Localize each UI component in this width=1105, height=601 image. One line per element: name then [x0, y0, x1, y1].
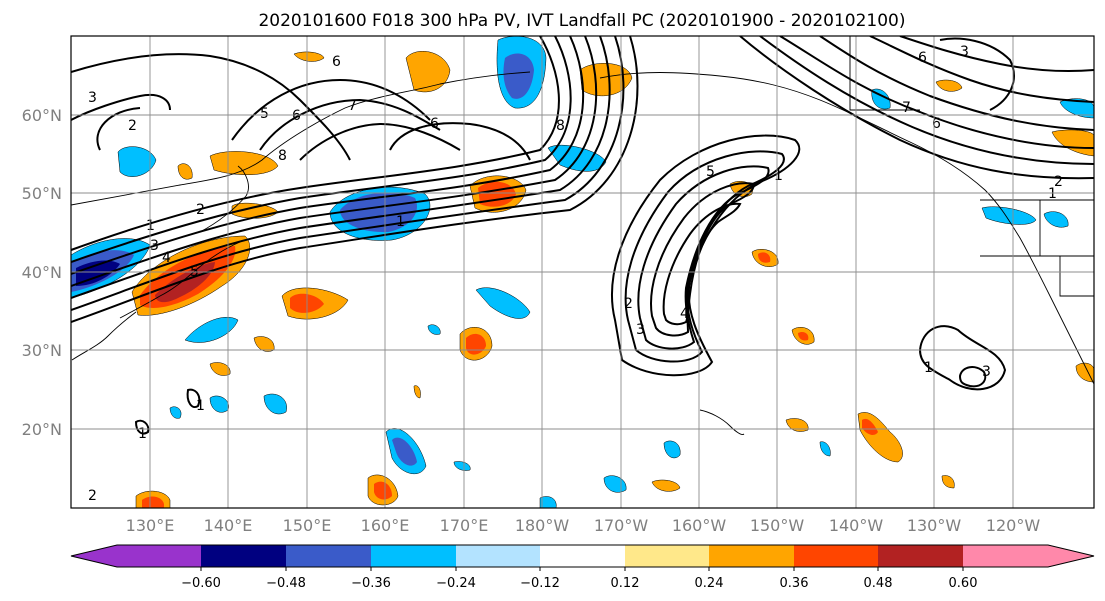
contour-label: 4 [162, 250, 171, 266]
colorbar-segment [709, 545, 794, 567]
contour-label: 2 [1054, 174, 1063, 190]
positive-anomaly-subtropics [135, 51, 1094, 508]
negative-anomaly-kamchatka [117, 146, 157, 177]
colorbar: −0.60 −0.48 −0.36 −0.24 −0.12 0.12 0.24 … [70, 544, 1095, 591]
contour-label: 7 [348, 98, 357, 114]
contour-label: 5 [260, 106, 269, 122]
colorbar-tick-label: 0.24 [695, 576, 724, 591]
contour-label: 3 [88, 90, 97, 106]
lon-label: 150°E [283, 516, 332, 535]
contour-label: 3 [636, 322, 645, 338]
positive-anomaly-alaska [579, 63, 633, 97]
colorbar-segment [625, 545, 709, 567]
lat-label: 60°N [22, 106, 62, 125]
colorbar-tick-label: −0.36 [351, 576, 391, 591]
contour-label: 1 [1048, 186, 1057, 202]
contour-label: 1 [196, 398, 205, 414]
contour-label: 2 [624, 296, 633, 312]
lat-label: 50°N [22, 184, 62, 203]
lat-label: 30°N [22, 341, 62, 360]
latitude-labels: 60°N 50°N 40°N 30°N 20°N [22, 106, 62, 439]
colorbar-tick-label: 0.60 [949, 576, 978, 591]
east-closed-contour [918, 325, 1007, 391]
contour-label: 3 [150, 238, 159, 254]
contour-label: 4 [680, 306, 689, 322]
northern-contours [71, 53, 531, 161]
colorbar-tick-label: −0.60 [181, 576, 221, 591]
contour-label: 6 [932, 116, 941, 132]
lon-label: 120°W [986, 516, 1041, 535]
colorbar-segment [201, 545, 286, 567]
colorbar-outline [70, 544, 1095, 568]
contour-label: 2 [128, 118, 137, 134]
colorbar-segment [540, 545, 625, 567]
contour-label: 6 [332, 54, 341, 70]
lat-label: 40°N [22, 263, 62, 282]
northeast-contours [739, 36, 1094, 180]
lat-label: 20°N [22, 420, 62, 439]
contour-label: 2 [196, 202, 205, 218]
colorbar-segment [286, 545, 371, 567]
contour-label: 1 [924, 360, 933, 376]
colorbar-tick-label: −0.24 [436, 576, 476, 591]
positive-anomaly-okhotsk [209, 151, 279, 176]
contour-label: 1 [396, 214, 405, 230]
colorbar-tick-label: −0.12 [520, 576, 560, 591]
lon-label: 170°W [594, 516, 649, 535]
lon-label: 130°W [907, 516, 962, 535]
colorbar-segment [878, 545, 963, 567]
figure-title: 2020101600 F018 300 hPa PV, IVT Landfall… [258, 11, 905, 31]
coastlines [71, 36, 1094, 435]
contour-label: 1 [146, 218, 155, 234]
colorbar-segment [456, 545, 540, 567]
contour-label: 6 [292, 108, 301, 124]
colorbar-segment [71, 545, 201, 567]
contour-label: 6 [918, 50, 927, 66]
lon-label: 130°E [126, 516, 175, 535]
contour-label: 1 [138, 426, 147, 442]
lon-label: 180°W [515, 516, 570, 535]
negative-anomaly-bering [496, 36, 547, 109]
map-area: 6 5 6 7 6 8 8 3 2 1 2 3 4 5 1 1 2 3 4 5 … [71, 36, 1094, 508]
jet-contour-band [71, 36, 639, 323]
longitude-labels: 130°E 140°E 150°E 160°E 170°E 180°W 170°… [126, 516, 1041, 535]
colorbar-tick-label: 0.48 [864, 576, 893, 591]
contour-label: 5 [706, 164, 715, 180]
trough-contours [611, 134, 801, 377]
colorbar-ticks [200, 567, 964, 571]
lon-label: 150°W [750, 516, 805, 535]
lon-label: 140°E [204, 516, 253, 535]
contour-label: 3 [960, 44, 969, 60]
lon-label: 170°E [440, 516, 489, 535]
contour-label: 8 [556, 118, 565, 134]
contour-label: 7 [902, 100, 911, 116]
contour-label: 2 [88, 488, 97, 504]
lon-label: 160°E [361, 516, 410, 535]
contour-label: 3 [982, 364, 991, 380]
colorbar-segment [963, 545, 1094, 567]
anomaly-shading [71, 36, 1094, 508]
contour-label: 1 [774, 168, 783, 184]
colorbar-segment [371, 545, 456, 567]
graticule [71, 36, 1094, 508]
colorbar-tick-label: 0.12 [611, 576, 640, 591]
map-frame [70, 35, 1095, 509]
colorbar-tick-label: −0.48 [266, 576, 306, 591]
lon-label: 160°W [672, 516, 727, 535]
positive-anomaly-bering-orange [405, 51, 451, 93]
lon-label: 140°W [829, 516, 884, 535]
colorbar-segment [794, 545, 878, 567]
contour-label: 6 [430, 116, 439, 132]
negative-anomaly-subtropics [169, 287, 831, 508]
contour-label: 8 [278, 148, 287, 164]
colorbar-tick-label: 0.36 [780, 576, 809, 591]
pv-contours [71, 36, 1094, 435]
